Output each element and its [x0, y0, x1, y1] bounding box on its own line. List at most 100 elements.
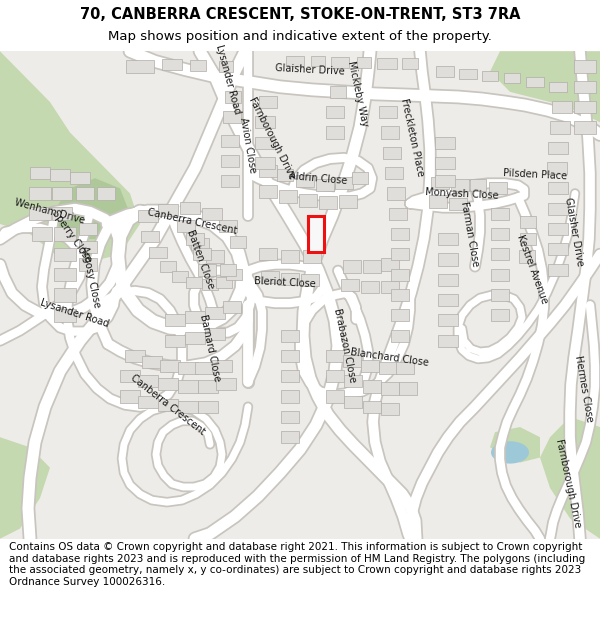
Bar	[339, 196, 357, 208]
Bar	[54, 268, 76, 281]
Bar	[141, 231, 159, 242]
Text: Canberra Crescent: Canberra Crescent	[146, 208, 238, 236]
Bar	[221, 155, 239, 167]
Bar	[220, 264, 236, 276]
Bar	[205, 307, 225, 319]
Bar	[138, 396, 158, 408]
Bar	[259, 165, 277, 177]
Bar	[286, 56, 304, 66]
Bar	[389, 208, 407, 220]
Bar	[548, 142, 568, 154]
Text: Canberra Crescent: Canberra Crescent	[129, 372, 207, 437]
Bar	[344, 375, 362, 388]
Bar	[299, 194, 317, 207]
Bar	[186, 233, 204, 245]
Text: Map shows position and indicative extent of the property.: Map shows position and indicative extent…	[108, 31, 492, 43]
Bar	[165, 334, 185, 347]
Bar	[391, 329, 409, 342]
Bar	[549, 82, 567, 92]
Bar	[79, 241, 97, 253]
Bar	[399, 382, 417, 394]
Bar	[326, 106, 344, 118]
Bar	[435, 175, 455, 188]
Bar	[363, 380, 381, 392]
Bar	[158, 399, 178, 411]
Bar	[491, 228, 509, 240]
Text: Contains OS data © Crown copyright and database right 2021. This information is : Contains OS data © Crown copyright and d…	[9, 542, 585, 587]
Bar	[54, 288, 76, 302]
Bar	[216, 278, 232, 288]
Bar	[552, 101, 572, 113]
Bar	[198, 380, 218, 392]
Bar	[126, 61, 154, 72]
Bar	[357, 58, 371, 68]
Bar	[316, 179, 334, 191]
Bar	[520, 233, 536, 245]
Bar	[259, 248, 277, 261]
Bar	[387, 188, 405, 199]
Bar	[186, 278, 202, 288]
Bar	[221, 134, 239, 147]
Bar	[326, 370, 344, 382]
Bar	[311, 56, 325, 66]
Bar	[255, 136, 275, 149]
Bar	[330, 86, 346, 98]
Text: Batten Close: Batten Close	[185, 228, 215, 291]
Text: Kestrel Avenue: Kestrel Avenue	[515, 234, 549, 306]
Bar	[76, 187, 94, 200]
Bar	[550, 121, 570, 134]
Bar	[79, 223, 97, 235]
Bar	[202, 208, 222, 220]
Bar	[303, 250, 321, 262]
Bar	[190, 61, 206, 71]
Bar	[198, 401, 218, 412]
Text: Wenham Drive: Wenham Drive	[14, 198, 86, 226]
Bar	[491, 269, 509, 281]
Text: Blanchard Close: Blanchard Close	[350, 348, 430, 368]
Bar	[361, 360, 379, 372]
Polygon shape	[490, 51, 600, 122]
Bar	[429, 196, 447, 208]
Bar	[138, 375, 158, 388]
Text: Farman Close: Farman Close	[460, 201, 481, 268]
Bar	[377, 58, 397, 69]
Bar	[435, 157, 455, 169]
Bar	[158, 378, 178, 391]
Bar	[381, 281, 399, 293]
Bar	[326, 126, 344, 139]
Bar	[281, 350, 299, 362]
Bar	[326, 350, 344, 362]
Text: Lysander Road: Lysander Road	[214, 44, 242, 116]
Bar	[281, 370, 299, 382]
Bar	[489, 182, 507, 194]
Text: Bleriot Close: Bleriot Close	[254, 276, 316, 289]
Bar	[178, 401, 198, 412]
Text: Aldrin Close: Aldrin Close	[289, 171, 347, 186]
Bar	[381, 259, 399, 271]
Bar	[344, 396, 362, 408]
Bar	[138, 210, 158, 222]
Text: Farnborough Drive: Farnborough Drive	[247, 95, 297, 180]
Bar	[548, 182, 568, 194]
Bar	[326, 391, 344, 402]
Text: Freckleton Place: Freckleton Place	[399, 98, 425, 178]
Bar	[198, 264, 216, 276]
Bar	[449, 198, 467, 210]
Polygon shape	[55, 178, 130, 239]
Bar	[438, 253, 458, 266]
Bar	[383, 147, 401, 159]
Bar	[402, 58, 418, 69]
Polygon shape	[0, 438, 50, 539]
Text: Brabazon Close: Brabazon Close	[332, 308, 358, 384]
Text: Glaisher Drive: Glaisher Drive	[563, 197, 585, 267]
Bar	[223, 111, 241, 123]
Bar	[54, 248, 76, 261]
Bar	[391, 228, 409, 240]
Bar	[438, 233, 458, 245]
Bar	[574, 101, 596, 113]
Bar	[281, 250, 299, 262]
Bar	[363, 261, 381, 272]
Text: Lysander Road: Lysander Road	[40, 298, 110, 329]
Ellipse shape	[491, 441, 529, 464]
Bar	[281, 272, 299, 285]
